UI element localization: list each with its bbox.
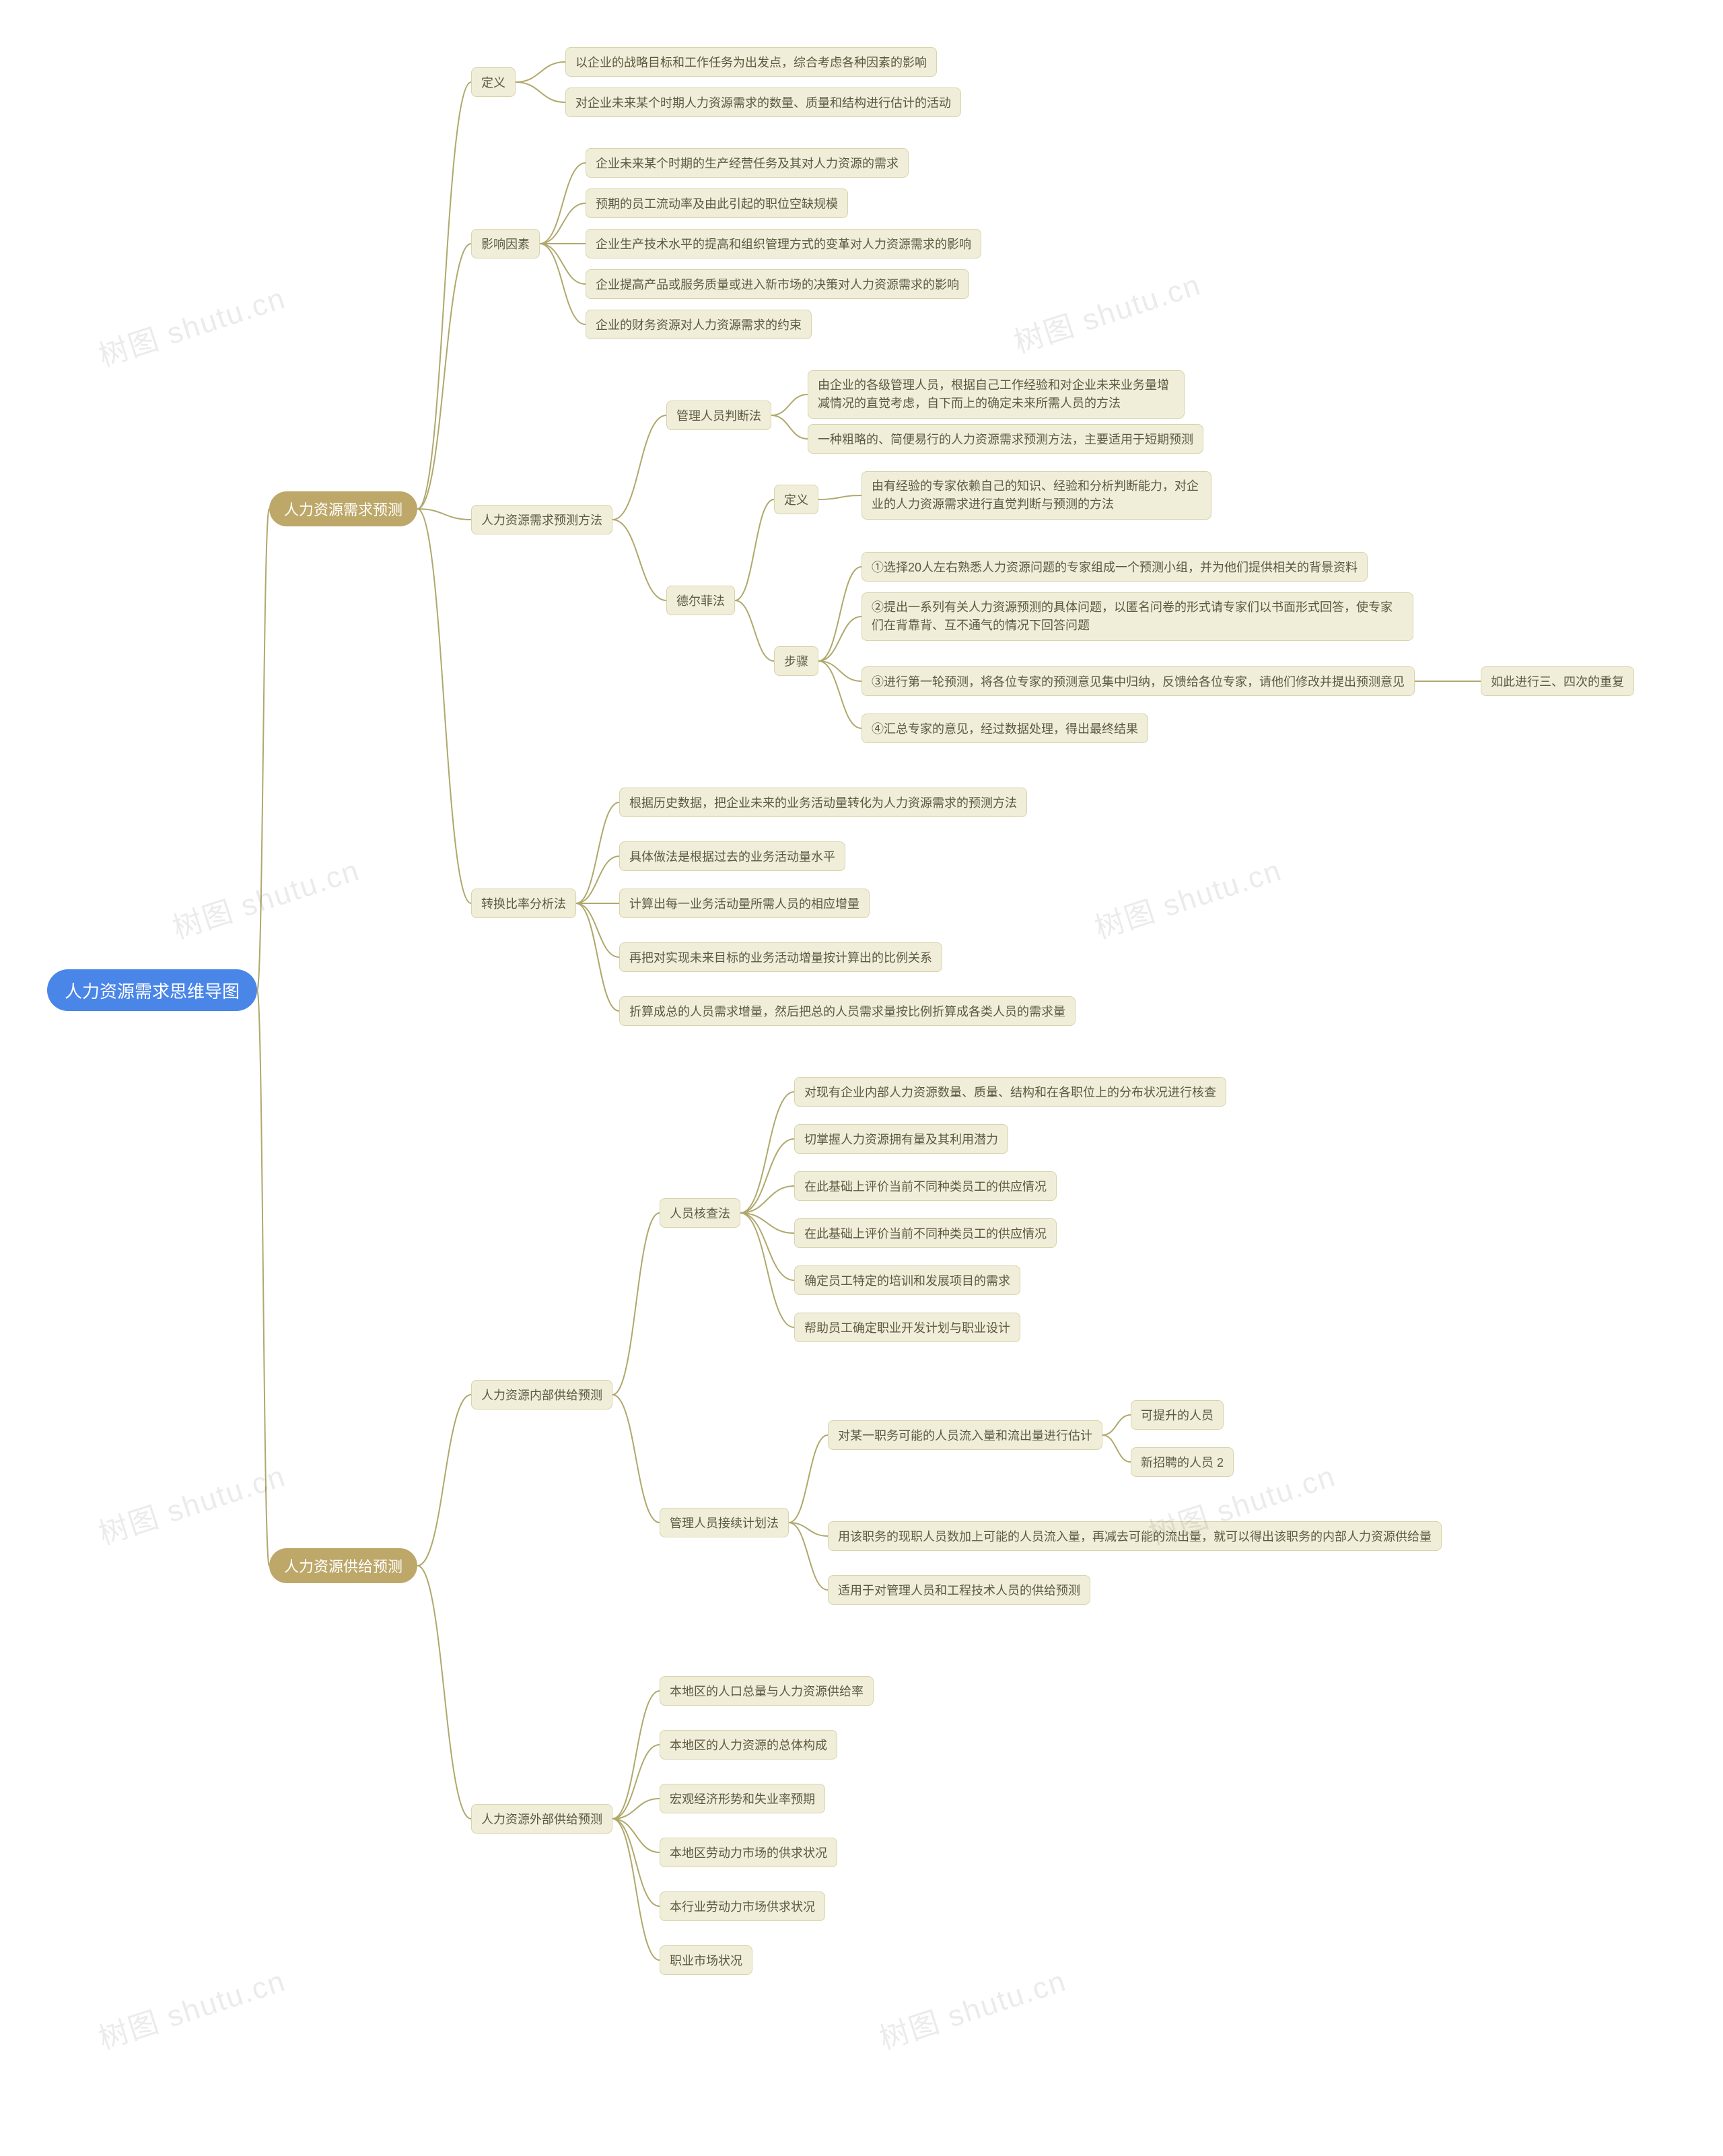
watermark: 树图 shutu.cn: [92, 274, 290, 375]
branch-demand-forecast: 人力资源需求预测: [269, 491, 417, 526]
leaf: 企业未来某个时期的生产经营任务及其对人力资源的需求: [586, 148, 909, 178]
leaf: 如此进行三、四次的重复: [1481, 666, 1634, 696]
leaf: 宏观经济形势和失业率预期: [660, 1784, 825, 1813]
leaf: 本地区的人力资源的总体构成: [660, 1730, 837, 1760]
leaf: 在此基础上评价当前不同种类员工的供应情况: [794, 1218, 1057, 1248]
node-definition: 定义: [471, 67, 516, 97]
watermark: 树图 shutu.cn: [1088, 846, 1286, 947]
leaf: 职业市场状况: [660, 1945, 752, 1975]
leaf: 切掌握人力资源拥有量及其利用潜力: [794, 1124, 1008, 1154]
node-succession-plan: 管理人员接续计划法: [660, 1508, 789, 1537]
leaf: 再把对实现未来目标的业务活动增量按计算出的比例关系: [619, 942, 942, 972]
watermark: 树图 shutu.cn: [92, 1957, 290, 2058]
leaf: ③进行第一轮预测，将各位专家的预测意见集中归纳，反馈给各位专家，请他们修改并提出…: [862, 666, 1415, 696]
watermark: 树图 shutu.cn: [1008, 260, 1205, 361]
node-delphi-steps: 步骤: [774, 646, 818, 676]
leaf: 新招聘的人员 2: [1131, 1447, 1234, 1477]
watermark: 树图 shutu.cn: [92, 1452, 290, 1553]
leaf: 对现有企业内部人力资源数量、质量、结构和在各职位上的分布状况进行核查: [794, 1077, 1226, 1107]
node-method-delphi: 德尔菲法: [666, 586, 735, 615]
node-method-judgment: 管理人员判断法: [666, 401, 771, 430]
node-ratio-analysis: 转换比率分析法: [471, 889, 576, 918]
node-external-supply: 人力资源外部供给预测: [471, 1804, 612, 1834]
root-node: 人力资源需求思维导图: [47, 969, 257, 1011]
leaf: ④汇总专家的意见，经过数据处理，得出最终结果: [862, 714, 1148, 743]
leaf: 预期的员工流动率及由此引起的职位空缺规模: [586, 188, 848, 218]
leaf: 本行业劳动力市场供求状况: [660, 1891, 825, 1921]
node-methods: 人力资源需求预测方法: [471, 505, 612, 534]
node-personnel-audit: 人员核查法: [660, 1198, 740, 1228]
node-delphi-def: 定义: [774, 485, 818, 514]
leaf: ①选择20人左右熟悉人力资源问题的专家组成一个预测小组，并为他们提供相关的背景资…: [862, 552, 1368, 582]
leaf: 企业生产技术水平的提高和组织管理方式的变革对人力资源需求的影响: [586, 229, 981, 258]
leaf: 具体做法是根据过去的业务活动量水平: [619, 841, 845, 871]
leaf: 以企业的战略目标和工作任务为出发点，综合考虑各种因素的影响: [565, 47, 937, 77]
leaf: 确定员工特定的培训和发展项目的需求: [794, 1265, 1020, 1295]
leaf: 根据历史数据，把企业未来的业务活动量转化为人力资源需求的预测方法: [619, 788, 1027, 817]
leaf: 折算成总的人员需求增量，然后把总的人员需求量按比例折算成各类人员的需求量: [619, 996, 1076, 1026]
leaf: 在此基础上评价当前不同种类员工的供应情况: [794, 1171, 1057, 1201]
leaf: 适用于对管理人员和工程技术人员的供给预测: [828, 1575, 1090, 1605]
leaf: 由有经验的专家依赖自己的知识、经验和分析判断能力，对企业的人力资源需求进行直觉判…: [862, 471, 1211, 520]
watermark: 树图 shutu.cn: [166, 846, 364, 947]
leaf: 企业的财务资源对人力资源需求的约束: [586, 310, 812, 339]
leaf: 一种粗略的、简便易行的人力资源需求预测方法，主要适用于短期预测: [808, 424, 1203, 454]
leaf: ②提出一系列有关人力资源预测的具体问题，以匿名问卷的形式请专家们以书面形式回答，…: [862, 592, 1413, 641]
branch-supply-forecast: 人力资源供给预测: [269, 1548, 417, 1583]
node-internal-supply: 人力资源内部供给预测: [471, 1380, 612, 1410]
leaf: 计算出每一业务活动量所需人员的相应增量: [619, 889, 870, 918]
leaf: 企业提高产品或服务质量或进入新市场的决策对人力资源需求的影响: [586, 269, 969, 299]
leaf: 可提升的人员: [1131, 1400, 1224, 1430]
leaf: 本地区的人口总量与人力资源供给率: [660, 1676, 874, 1706]
leaf: 帮助员工确定职业开发计划与职业设计: [794, 1313, 1020, 1342]
leaf: 对企业未来某个时期人力资源需求的数量、质量和结构进行估计的活动: [565, 88, 961, 117]
leaf: 对某一职务可能的人员流入量和流出量进行估计: [828, 1420, 1102, 1450]
leaf: 用该职务的现职人员数加上可能的人员流入量，再减去可能的流出量，就可以得出该职务的…: [828, 1521, 1442, 1551]
leaf: 本地区劳动力市场的供求状况: [660, 1838, 837, 1867]
leaf: 由企业的各级管理人员，根据自己工作经验和对企业未来业务量增减情况的直觉考虑，自下…: [808, 370, 1185, 419]
node-factors: 影响因素: [471, 229, 540, 258]
watermark: 树图 shutu.cn: [873, 1957, 1071, 2058]
